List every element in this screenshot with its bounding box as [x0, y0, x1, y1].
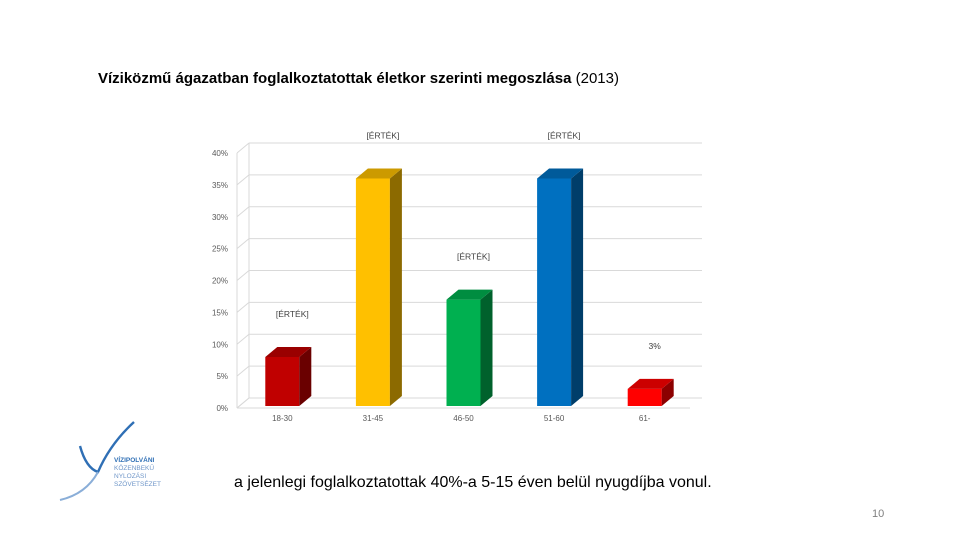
bar-top: [355, 168, 402, 179]
y-tick-label: 30%: [212, 213, 228, 222]
bar: [446, 299, 481, 406]
gridline-side: [236, 174, 250, 186]
bar-top: [446, 289, 493, 300]
slide-title-year: (2013): [575, 70, 619, 87]
bar: [537, 178, 572, 406]
data-label: [ÉRTÉK]: [366, 131, 399, 141]
gridline-side: [236, 301, 250, 313]
logo-swoosh-lower: [59, 471, 99, 501]
x-tick-label: 61-: [639, 414, 651, 423]
gridline-side: [236, 206, 250, 218]
gridline-side: [236, 365, 250, 377]
x-tick-label: 46-50: [453, 414, 474, 423]
bar-side: [571, 168, 584, 406]
bar: [265, 357, 300, 406]
bar-side: [389, 168, 402, 406]
slide-title-main: Víziközmű ágazatban foglalkoztatottak él…: [98, 70, 572, 87]
gridline-side: [236, 333, 250, 345]
gridline-side: [236, 270, 250, 281]
x-tick-label: 18-30: [272, 414, 293, 423]
y-tick-label: 10%: [212, 340, 228, 349]
logo-line-3: NYLOZÁSI: [114, 471, 146, 480]
y-tick-label: 25%: [212, 245, 228, 254]
data-label: [ÉRTÉK]: [276, 309, 309, 319]
association-logo: VÍZIPOLVÁNI KÖZENBEKŰ NYLOZÁSI SZÖVETSÉZ…: [59, 421, 161, 501]
y-tick-label: 40%: [212, 149, 228, 158]
slide-subtitle: a jelenlegi foglalkoztatottak 40%-a 5-15…: [234, 474, 712, 491]
data-label: [ÉRTÉK]: [457, 252, 490, 262]
bar-side: [299, 347, 312, 406]
gridline-side: [236, 238, 250, 250]
bar-top: [265, 347, 312, 357]
bar-side: [480, 289, 493, 406]
logo-line-1: VÍZIPOLVÁNI: [114, 455, 155, 464]
logo-line-2: KÖZENBEKŰ: [114, 463, 154, 472]
y-tick-label: 15%: [212, 308, 228, 317]
data-label: 3%: [649, 341, 662, 351]
bar: [355, 178, 390, 406]
y-tick-label: 5%: [216, 372, 228, 381]
x-tick-label: 51-60: [544, 414, 565, 423]
x-tick-label: 31-45: [363, 414, 384, 423]
data-label: [ÉRTÉK]: [548, 131, 581, 141]
slide-title: Víziközmű ágazatban foglalkoztatottak él…: [98, 70, 619, 87]
page-number: 10: [872, 508, 885, 520]
y-tick-label: 0%: [216, 404, 228, 413]
bar-side: [661, 378, 674, 406]
gridline-side: [236, 397, 250, 409]
bar-top: [627, 378, 674, 389]
y-tick-label: 20%: [212, 277, 228, 286]
bar-top: [537, 168, 584, 179]
logo-line-4: SZÖVETSÉZET: [114, 479, 161, 488]
bar: [627, 388, 662, 406]
y-tick-label: 35%: [212, 181, 228, 190]
gridline-side: [236, 142, 250, 154]
